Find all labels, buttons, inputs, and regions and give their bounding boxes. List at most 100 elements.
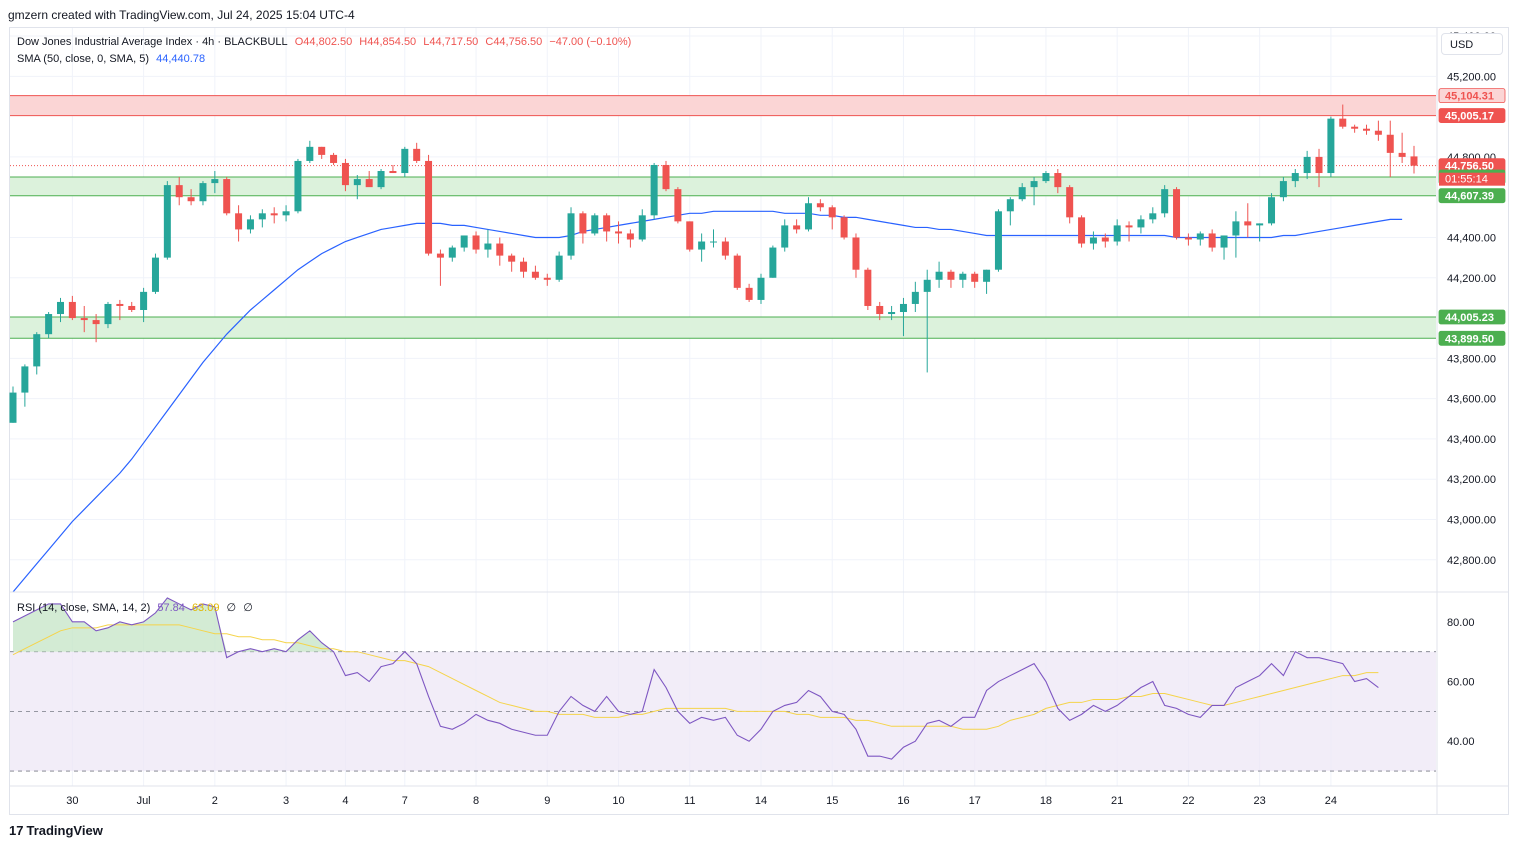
candle	[911, 281, 919, 313]
main-legend: Dow Jones Industrial Average Index · 4h …	[17, 36, 635, 48]
y-tick-label: 43,400.00	[1447, 434, 1496, 446]
price-label-box	[1438, 188, 1506, 204]
candle	[1220, 235, 1228, 260]
candle-body	[745, 287, 753, 300]
candle-body	[840, 217, 848, 238]
candle-body	[603, 215, 611, 232]
candle	[318, 146, 326, 159]
rsi-tick-label: 40.00	[1447, 736, 1475, 748]
candle	[21, 364, 29, 407]
sma-legend[interactable]: SMA (50, close, 0, SMA, 5) 44,440.78	[17, 53, 209, 65]
candle-body	[1149, 213, 1157, 220]
candle	[1351, 124, 1359, 133]
candle-body	[365, 179, 373, 188]
candle-body	[828, 207, 836, 218]
candle	[151, 253, 159, 294]
candle-body	[92, 320, 100, 325]
candle	[496, 237, 504, 266]
candle	[899, 297, 907, 337]
x-tick-label: 30	[66, 795, 78, 807]
candle	[1339, 104, 1347, 129]
candle	[472, 231, 480, 254]
candle-body	[1232, 221, 1240, 236]
candle-body	[579, 213, 587, 234]
candle-body	[674, 189, 682, 222]
candle	[1398, 132, 1406, 163]
candle-body	[852, 237, 860, 270]
candle	[971, 271, 979, 288]
candle-body	[1125, 225, 1133, 228]
candle-body	[733, 255, 741, 288]
candle-body	[899, 303, 907, 313]
price-label: 44,607.39	[1445, 191, 1494, 203]
x-tick-label: 16	[897, 795, 909, 807]
candle	[175, 177, 183, 206]
candle-body	[1410, 156, 1418, 166]
candle	[816, 199, 824, 212]
candle-body	[282, 211, 290, 216]
candle	[413, 142, 421, 163]
candle-body	[80, 318, 88, 321]
candle	[994, 209, 1002, 272]
candle-body	[1137, 219, 1145, 228]
sma-value: 44,440.78	[156, 53, 206, 65]
x-tick-label: 22	[1182, 795, 1194, 807]
rsi-extra-1: ∅	[226, 602, 237, 614]
candle-body	[1327, 118, 1335, 174]
candle	[1196, 231, 1204, 246]
candle-body	[306, 146, 314, 161]
candle-body	[9, 392, 17, 423]
candle	[92, 314, 100, 343]
candle-body	[1089, 237, 1097, 244]
x-tick-label: 15	[826, 795, 838, 807]
candle	[163, 181, 171, 260]
candle-body	[1279, 181, 1287, 198]
price-label: 45,104.31	[1445, 91, 1494, 103]
candle	[460, 235, 468, 252]
candle-body	[1018, 187, 1026, 200]
zone-support-lower	[10, 317, 1436, 339]
candle	[769, 245, 777, 278]
candle-body	[1303, 156, 1311, 174]
candle-body	[1078, 217, 1086, 244]
candle	[282, 205, 290, 222]
candle-body	[721, 241, 729, 256]
tradingview-logo-icon: 17	[9, 823, 24, 838]
candle-body	[1054, 173, 1062, 188]
candle	[508, 253, 516, 272]
candle	[1137, 215, 1145, 234]
legend-symbol[interactable]: Dow Jones Industrial Average Index · 4h …	[17, 36, 288, 48]
candle-body	[187, 197, 195, 202]
candle-body	[698, 241, 706, 250]
legend-close: C44,756.50	[485, 36, 543, 48]
legend-high: H44,854.50	[359, 36, 417, 48]
candle-body	[330, 154, 338, 163]
candle	[947, 269, 955, 288]
candle	[223, 177, 231, 216]
rsi-legend[interactable]: RSI (14, close, SMA, 14, 2) 57.84 63.09 …	[17, 601, 257, 614]
candle	[258, 209, 266, 228]
rsi-tick-label: 60.00	[1447, 677, 1475, 689]
zone-resistance	[10, 95, 1436, 116]
candle-body	[33, 334, 41, 367]
candle-body	[436, 253, 444, 258]
candle-body	[650, 164, 658, 216]
rsi-extra-2: ∅	[243, 602, 253, 614]
candle	[721, 237, 729, 260]
currency-button[interactable]: USD	[1441, 33, 1503, 55]
candle	[710, 229, 717, 248]
candle	[1113, 219, 1121, 246]
candle	[365, 171, 373, 188]
candle-body	[116, 303, 124, 306]
candle-body	[1220, 235, 1228, 248]
rsi-tick-label: 80.00	[1447, 617, 1475, 629]
candle	[270, 207, 278, 224]
candle	[520, 257, 528, 278]
y-tick-label: 42,800.00	[1447, 555, 1496, 567]
candle-body	[448, 247, 456, 258]
x-tick-label: 3	[283, 795, 289, 807]
candle-body	[484, 243, 492, 250]
candle-body	[413, 148, 421, 161]
candle	[674, 187, 682, 224]
